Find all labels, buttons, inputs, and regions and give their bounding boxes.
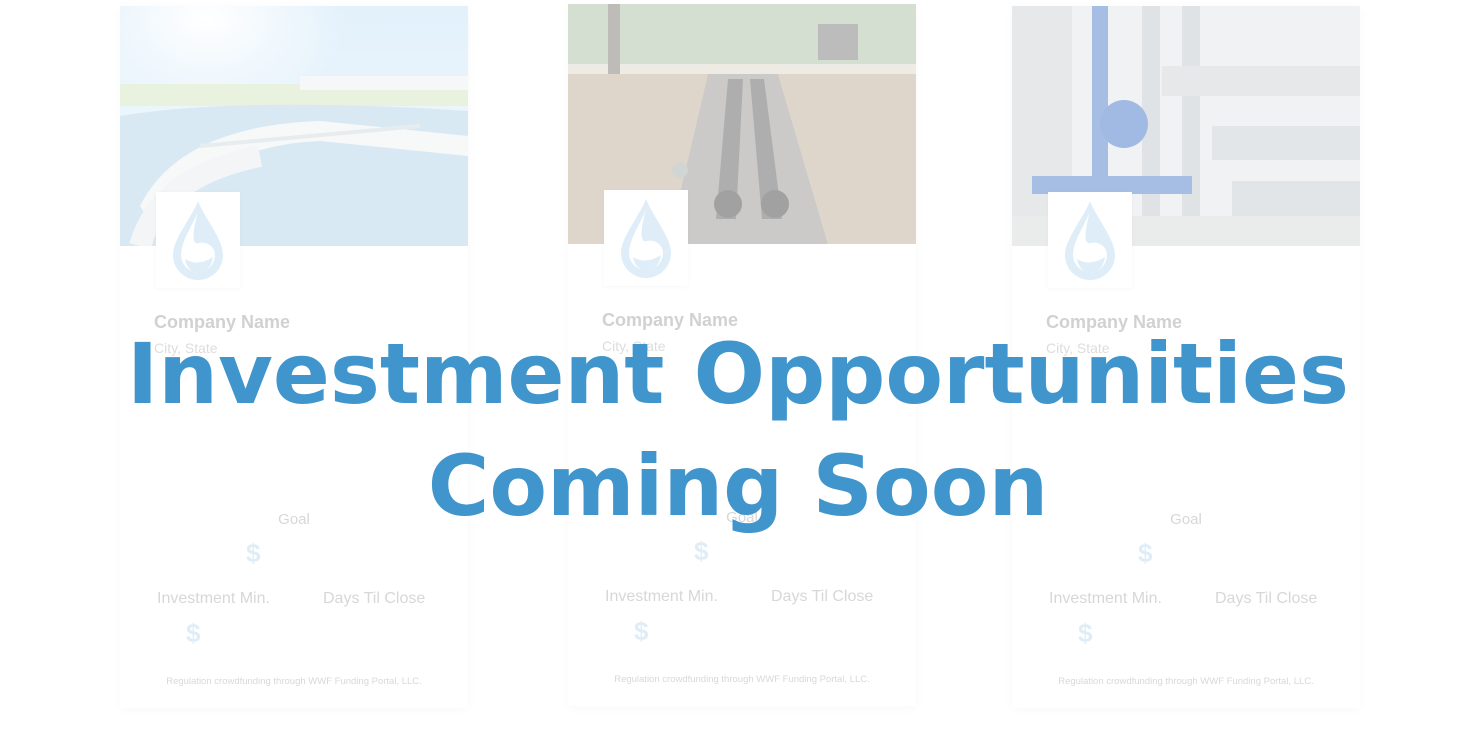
water-drop-icon [621, 199, 671, 278]
regulation-disclaimer: Regulation crowdfunding through WWF Fund… [1058, 676, 1314, 687]
days-til-close-label: Days Til Close [323, 590, 426, 607]
days-til-close-label: Days Til Close [771, 588, 874, 605]
investment-min-value: $ [1078, 618, 1093, 648]
investment-min-label: Investment Min. [1049, 590, 1162, 607]
goal-value: $ [246, 538, 261, 568]
headline-line-1: Investment Opportunities [127, 325, 1349, 423]
goal-value: $ [1138, 538, 1153, 568]
investment-min-label: Investment Min. [157, 590, 270, 607]
company-logo [156, 192, 240, 288]
company-logo [1048, 192, 1132, 288]
water-drop-icon [1065, 201, 1115, 280]
water-drop-icon [173, 201, 223, 280]
coming-soon-headline: Investment Opportunities Coming Soon [0, 318, 1476, 542]
investment-min-value: $ [186, 618, 201, 648]
company-logo [604, 190, 688, 286]
investment-min-value: $ [634, 616, 649, 646]
investment-min-label: Investment Min. [605, 588, 718, 605]
regulation-disclaimer: Regulation crowdfunding through WWF Fund… [614, 674, 870, 685]
headline-line-2: Coming Soon [427, 437, 1049, 535]
days-til-close-label: Days Til Close [1215, 590, 1318, 607]
regulation-disclaimer: Regulation crowdfunding through WWF Fund… [166, 676, 422, 687]
